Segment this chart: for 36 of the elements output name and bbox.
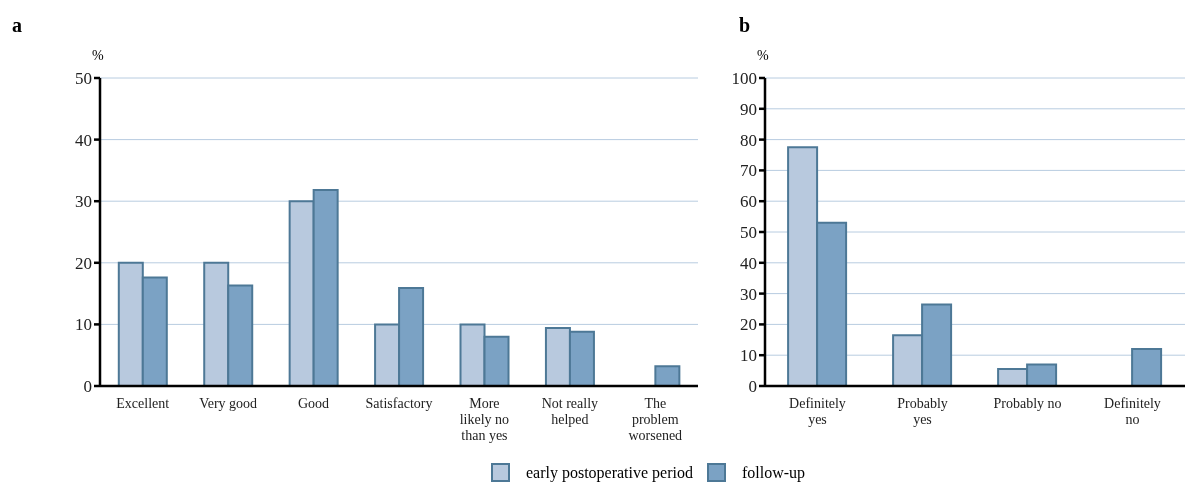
x-tick-label: More likely no than yes: [459, 396, 510, 443]
y-tick-label: 40: [75, 130, 92, 150]
y-tick-label: 30: [75, 192, 92, 212]
y-tick-label: 80: [740, 130, 757, 150]
y-tick-label: 20: [740, 315, 757, 335]
x-tick-label: Definitely yes: [789, 396, 846, 427]
x-tick-label: Definitely no: [1104, 396, 1161, 427]
x-tick-label: Probably no: [993, 396, 1062, 411]
chart-title: a: [12, 14, 22, 37]
x-tick-label: Probably yes: [897, 396, 948, 427]
chart-title: b: [739, 14, 751, 37]
bar: [1131, 348, 1163, 386]
y-tick-label: 0: [748, 377, 757, 397]
x-tick-label: Good: [298, 396, 330, 411]
x-tick-label: Very good: [199, 396, 258, 411]
y-tick-label: 50: [75, 69, 92, 89]
y-axis-title: %: [757, 48, 769, 64]
x-tick-label: Not really helped: [541, 396, 599, 427]
y-tick-label: 90: [740, 99, 757, 119]
y-axis-title: %: [92, 48, 104, 64]
legend-label: early postoperative period: [525, 463, 693, 482]
y-tick-label: 100: [731, 69, 757, 89]
y-tick-label: 30: [740, 284, 757, 304]
x-tick-label: Excellent: [116, 396, 170, 411]
y-tick-label: 0: [83, 377, 92, 397]
y-tick-label: 20: [75, 253, 92, 273]
y-tick-label: 60: [740, 192, 757, 212]
y-tick-label: 50: [740, 223, 757, 243]
x-tick-label: The problem worsened: [628, 396, 683, 443]
y-tick-label: 70: [740, 161, 757, 181]
y-tick-label: 40: [740, 253, 757, 273]
y-tick-label: 10: [740, 346, 757, 366]
x-tick-label: Satisfactory: [365, 396, 433, 411]
bar: [654, 365, 681, 386]
y-tick-label: 10: [75, 315, 92, 335]
legend-label: follow-up: [741, 463, 806, 482]
